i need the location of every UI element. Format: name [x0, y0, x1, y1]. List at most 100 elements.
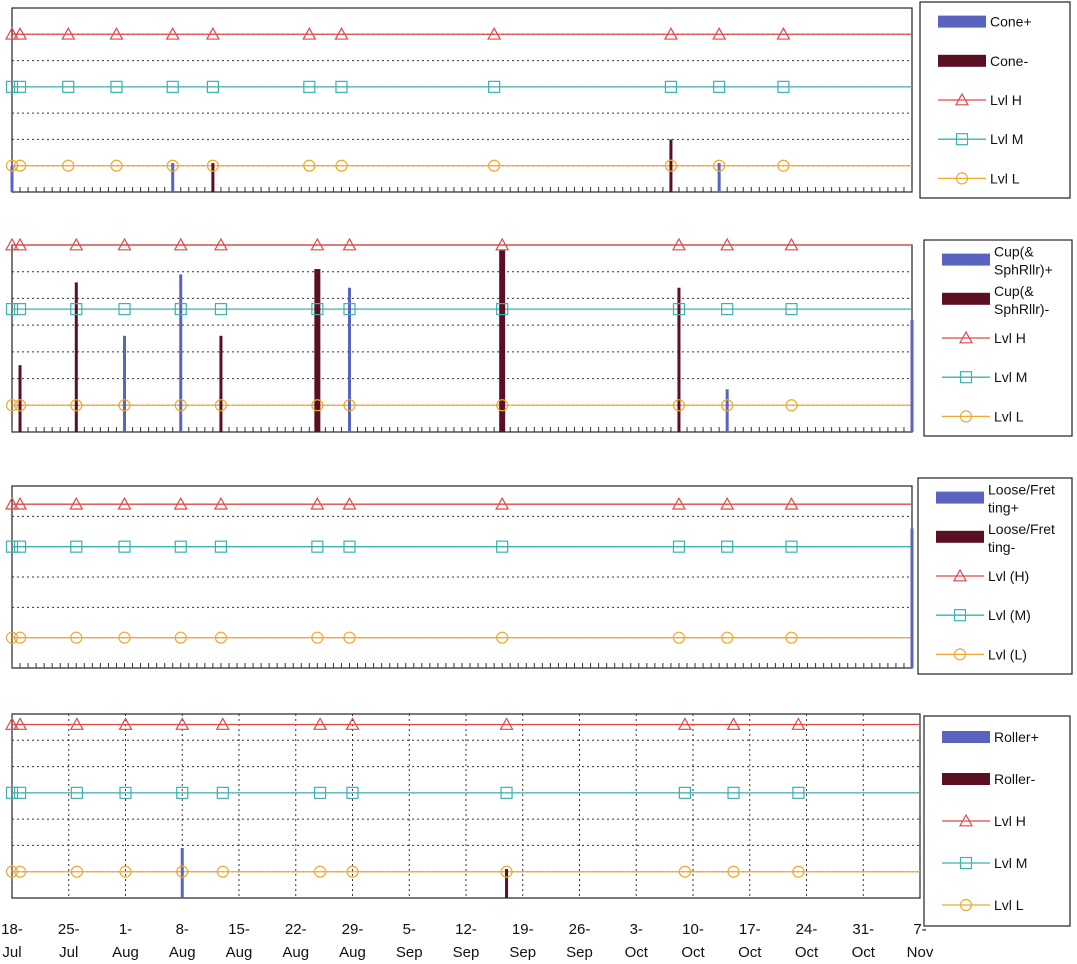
lvl-h-marker	[334, 27, 349, 40]
lvl-h-marker	[165, 27, 180, 40]
lvl-m-marker	[343, 303, 356, 316]
lvl-l-marker	[13, 399, 27, 412]
x-tick-label: 5-Sep	[396, 921, 423, 961]
negative-bar	[314, 269, 321, 432]
legend-label: Lvl L	[994, 408, 1024, 424]
x-tick-label: 15-Aug	[226, 921, 253, 961]
plot-area	[11, 244, 913, 433]
lvl-h-marker	[13, 717, 28, 730]
x-tick-label: 18-Jul	[1, 921, 23, 961]
lvl-h-marker	[499, 717, 514, 730]
lvl-l-marker	[313, 865, 327, 878]
lvl-h-marker	[109, 27, 124, 40]
lvl-h-marker	[495, 237, 510, 251]
lvl-m-marker	[110, 80, 123, 93]
legend-swatch-negative	[942, 773, 990, 785]
lvl-h-marker	[213, 496, 228, 510]
lvl-h-marker	[342, 237, 357, 251]
lvl-m-marker	[678, 786, 691, 799]
lvl-m-marker	[792, 786, 805, 799]
lvl-h-marker	[310, 237, 325, 251]
lvl-m-marker	[119, 786, 132, 799]
lvl-h-marker	[720, 237, 735, 251]
lvl-m-marker	[777, 80, 790, 93]
lvl-l-marker	[206, 159, 219, 172]
legend-swatch-negative	[938, 54, 986, 67]
lvl-h-marker	[345, 717, 360, 730]
lvl-h-marker	[784, 237, 799, 251]
x-tick-label: 19-Sep	[509, 921, 536, 961]
x-tick-label: 25-Jul	[58, 921, 80, 961]
lvl-l-marker	[5, 159, 19, 172]
lvl-m-marker	[13, 303, 27, 316]
lvl-m-marker	[672, 540, 686, 553]
lvl-h-marker	[117, 496, 132, 510]
lvl-m-marker	[713, 80, 726, 93]
x-tick-label: 17-Oct	[738, 921, 762, 961]
legend-label: Loose/Fret ting-	[988, 521, 1055, 555]
legend-label: Lvl H	[994, 330, 1026, 346]
negative-bar	[74, 282, 78, 432]
lvl-l-marker	[335, 159, 348, 172]
lvl-h-marker	[671, 496, 686, 510]
positive-bar	[180, 848, 184, 898]
lvl-h-marker	[69, 496, 84, 510]
plot-area	[11, 7, 913, 193]
lvl-m-marker	[346, 786, 359, 799]
legend-label: Cup(& SphRllr)-	[994, 283, 1050, 317]
lvl-h-marker	[4, 237, 20, 251]
lvl-h-marker	[69, 237, 84, 251]
positive-bar	[10, 165, 14, 192]
lvl-h-marker	[117, 237, 132, 251]
lvl-m-marker	[176, 786, 189, 799]
positive-bar	[348, 287, 351, 432]
legend-swatch-positive	[942, 253, 990, 266]
lvl-m-marker	[303, 80, 316, 93]
lvl-m-marker	[664, 80, 678, 93]
lvl-m-marker	[5, 303, 19, 316]
lvl-h-legend-marker	[958, 330, 974, 344]
lvl-m-marker	[721, 540, 734, 553]
x-tick-label: 7-Nov	[907, 921, 934, 961]
lvl-m-marker	[166, 80, 179, 93]
legend-label: Lvl L	[990, 170, 1020, 186]
lvl-l-legend-marker	[959, 410, 973, 423]
lvl-h-marker	[118, 717, 133, 730]
lvl-h-marker	[784, 496, 799, 510]
lvl-m-marker	[214, 540, 228, 553]
lvl-m-legend-marker	[959, 856, 973, 870]
x-tick-label: 10-Oct	[681, 921, 705, 961]
lvl-l-marker	[70, 399, 83, 412]
lvl-h-marker	[175, 717, 190, 730]
positive-bar	[179, 274, 183, 432]
chart-panel-1	[4, 7, 913, 193]
lvl-l-marker	[214, 631, 228, 644]
lvl-m-marker	[118, 540, 131, 553]
lvl-m-legend-marker	[955, 133, 969, 146]
negative-bar	[219, 335, 223, 432]
x-tick-label: 26-Sep	[566, 921, 593, 961]
legend-label: Lvl (M)	[988, 607, 1031, 623]
lvl-h-marker	[495, 496, 510, 510]
lvl-m-marker	[70, 786, 83, 799]
lvl-m-marker	[311, 303, 324, 316]
lvl-m-marker	[727, 786, 740, 799]
lvl-h-marker	[310, 496, 325, 510]
x-tick-label: 31-Oct	[852, 921, 876, 961]
lvl-l-marker	[13, 631, 27, 644]
lvl-m-marker	[343, 540, 356, 553]
lvl-l-marker	[70, 865, 83, 878]
lvl-h-marker	[791, 717, 806, 730]
lvl-l-marker	[311, 399, 324, 412]
x-tick-label: 12-Sep	[453, 921, 480, 961]
legend-label: Lvl (H)	[988, 568, 1029, 584]
lvl-l-marker	[303, 159, 316, 172]
lvl-l-marker	[721, 631, 734, 644]
lvl-m-marker	[14, 786, 27, 799]
lvl-m-marker	[311, 540, 324, 553]
positive-bar	[910, 528, 914, 668]
lvl-h-marker	[726, 717, 741, 730]
lvl-m-marker	[174, 303, 187, 316]
lvl-l-marker	[727, 865, 740, 878]
legend-3: Loose/Fret ting+ Loose/Fret ting- Lvl (H) Lvl…	[917, 477, 1073, 675]
